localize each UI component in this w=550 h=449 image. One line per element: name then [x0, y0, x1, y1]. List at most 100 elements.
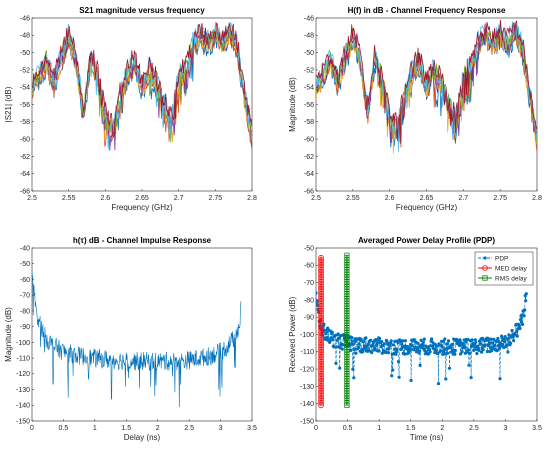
pdp-marker	[463, 345, 467, 349]
pdp-marker	[515, 334, 519, 338]
pdp-marker	[397, 375, 401, 379]
y-tick-label: -60	[20, 277, 30, 284]
y-tick-label: -50	[304, 50, 314, 57]
x-tick-label: 0.5	[59, 425, 69, 432]
legend: PDP MED delay RMS delay	[474, 251, 534, 286]
pdp-marker	[521, 322, 525, 326]
y-tick-label: -70	[20, 293, 30, 300]
pdp-marker	[419, 338, 423, 342]
chart-title: S21 magnitude versus frequency	[79, 6, 205, 15]
x-tick-label: 0	[314, 425, 318, 432]
y-tick-label: -54	[304, 85, 314, 92]
pdp-marker	[453, 352, 457, 356]
legend-label-med-delay: MED delay	[495, 265, 528, 272]
y-tick-label: -110	[17, 355, 31, 362]
pdp-marker	[440, 345, 444, 349]
x-tick-label: 2.5	[27, 195, 37, 202]
pdp-marker	[351, 342, 355, 346]
y-tick-label: -64	[304, 171, 314, 178]
y-tick-label: -150	[300, 418, 314, 425]
x-axis-label: Frequency (GHz)	[396, 203, 458, 212]
pdp-marker	[335, 338, 339, 342]
pdp-marker	[478, 341, 483, 346]
x-tick-label: 3.5	[532, 425, 542, 432]
plot-s21-magnitude: 2.5 2.55 2.6 2.65 2.7 2.75 2.8 -66 -64 -62 -60 -58 -…	[4, 6, 257, 212]
x-tick-label: 2.75	[493, 195, 507, 202]
pdp-marker	[369, 338, 373, 342]
y-axis-label: Magnitude (dB)	[4, 307, 13, 362]
pdp-marker	[391, 343, 395, 347]
pdp-marker	[377, 349, 381, 353]
pdp-marker	[352, 347, 356, 351]
pdp-marker	[496, 343, 500, 348]
pdp-marker	[496, 336, 500, 341]
x-tick-label: 2.7	[458, 195, 468, 202]
pdp-marker	[337, 336, 341, 340]
pdp-marker	[418, 363, 422, 367]
pdp-marker	[434, 348, 438, 352]
y-tick-label: -58	[304, 119, 314, 126]
x-tick-label: 3	[219, 425, 223, 432]
pdp-marker	[390, 374, 394, 378]
pdp-marker	[403, 339, 407, 343]
y-tick-label: -66	[20, 188, 30, 195]
pdp-marker	[387, 347, 391, 351]
pdp-marker	[517, 324, 522, 328]
pdp-marker	[487, 341, 492, 345]
y-tick-label: -48	[304, 33, 314, 40]
pdp-marker	[489, 337, 493, 341]
x-tick-label: 0.5	[343, 425, 353, 432]
x-tick-label: 2.55	[62, 195, 76, 202]
pdp-marker	[382, 342, 386, 346]
series-trace-7	[316, 19, 537, 143]
y-axis-label: Received Power (dB)	[288, 296, 297, 372]
pdp-marker	[441, 352, 445, 356]
plot-power-delay-profile: 0 0.5 1 1.5 2 2.5 3 3.5 -150 -140 -130 -120 -110 -100…	[288, 236, 542, 442]
pdp-marker	[407, 351, 411, 355]
pdp-marker	[519, 320, 524, 324]
pdp-marker	[400, 342, 404, 346]
pdp-marker	[470, 338, 474, 342]
y-tick-label: -120	[300, 367, 314, 374]
x-tick-label: 2.6	[100, 195, 110, 202]
x-tick-label: 2.6	[385, 195, 395, 202]
y-tick-label: -60	[20, 137, 30, 144]
pdp-marker	[481, 348, 485, 352]
y-tick-label: -46	[20, 15, 30, 22]
y-tick-label: -100	[16, 340, 30, 347]
y-tick-label: -120	[16, 371, 30, 378]
pdp-marker	[508, 341, 513, 345]
pdp-marker	[351, 367, 355, 371]
x-axis-label: Frequency (GHz)	[111, 203, 173, 212]
pdp-marker	[324, 331, 328, 336]
y-tick-label: -130	[300, 384, 314, 391]
pdp-marker	[331, 337, 335, 342]
series-trace-7	[32, 22, 252, 138]
y-tick-label: -56	[304, 102, 314, 109]
y-tick-label: -52	[304, 67, 314, 74]
pdp-marker	[374, 343, 379, 347]
impulse-response-line	[32, 269, 242, 408]
legend-marker-rms-delay	[482, 275, 488, 281]
y-axis-label: Magnitude (dB)	[288, 77, 297, 132]
x-tick-label: 2.5	[184, 425, 194, 432]
legend-marker-pdp	[483, 256, 487, 260]
pdp-marker	[328, 339, 332, 343]
chart-title: H(f) in dB - Channel Frequency Response	[348, 6, 506, 15]
pdp-marker	[316, 299, 319, 303]
plot-channel-frequency-response: 2.5 2.55 2.6 2.65 2.7 2.75 2.8 -66 -64 -62 -60 -58 -…	[288, 6, 542, 212]
y-tick-label: -62	[304, 154, 314, 161]
y-tick-label: -50	[20, 50, 30, 57]
pdp-marker	[445, 342, 449, 346]
pdp-marker	[428, 350, 432, 354]
pdp-marker	[350, 339, 354, 343]
x-tick-label: 2.5	[469, 425, 479, 432]
pdp-marker	[371, 343, 375, 347]
y-tick-label: -50	[20, 261, 30, 268]
pdp-marker	[339, 334, 343, 338]
pdp-marker	[441, 339, 445, 343]
pdp-marker	[391, 368, 395, 372]
pdp-marker	[500, 336, 504, 340]
pdp-marker	[472, 348, 476, 352]
